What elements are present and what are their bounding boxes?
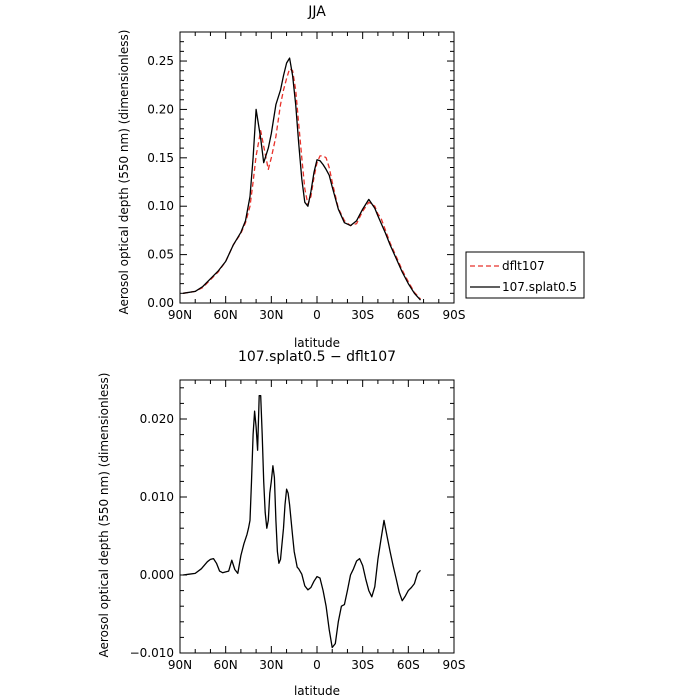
x-tick-label: 0 — [313, 308, 321, 322]
chart-top-panel: 90N 60N 30N 0 30S 60S 90S 0.00 0.05 0.10 0.15 0.20 0… — [147, 31, 466, 322]
legend-box — [465, 251, 585, 299]
y-tick-label: 0.00 — [147, 296, 174, 310]
x-tick-label: 30N — [259, 658, 283, 672]
x-tick-label: 60N — [214, 308, 238, 322]
legend-label: dflt107 — [502, 259, 545, 273]
legend: dflt107 107.splat0.5 — [465, 251, 585, 299]
y-tick-label: 0.000 — [140, 568, 174, 582]
chart-title: JJA — [307, 4, 326, 20]
x-tick-label: 90S — [443, 658, 466, 672]
plot-frame — [179, 31, 455, 304]
x-tick-label: 90S — [443, 308, 466, 322]
y-tick-label: 0.20 — [147, 102, 174, 116]
legend-label: 107.splat0.5 — [502, 280, 577, 294]
y-tick-label: 0.020 — [140, 412, 174, 426]
chart-title: 107.splat0.5 − dflt107 — [238, 349, 396, 365]
y-tick-label: 0.25 — [147, 54, 174, 68]
y-tick-label: 0.010 — [140, 490, 174, 504]
y-tick-label: 0.10 — [147, 199, 174, 213]
x-axis-label: latitude — [294, 336, 340, 350]
x-axis-label: latitude — [294, 684, 340, 698]
x-tick-label: 30S — [351, 308, 374, 322]
series-line — [182, 68, 421, 300]
x-tick-label: 30N — [259, 308, 283, 322]
series-line — [182, 57, 421, 301]
chart-bottom-panel: 90N 60N 30N 0 30S 60S 90S −0.010 0.000 0.010 0.020 — [130, 379, 466, 672]
plot-frame — [179, 379, 455, 654]
x-tick-label: 60S — [397, 308, 420, 322]
x-tick-label: 60S — [397, 658, 420, 672]
x-tick-label: 0 — [313, 658, 321, 672]
y-axis-label: Aerosol optical depth (550 nm) (dimensio… — [117, 30, 131, 315]
y-tick-label: 0.05 — [147, 248, 174, 262]
x-tick-label: 60N — [214, 658, 238, 672]
x-tick-label: 90N — [168, 658, 192, 672]
x-tick-label: 90N — [168, 308, 192, 322]
y-tick-label: 0.15 — [147, 151, 174, 165]
series-line — [182, 394, 421, 649]
y-tick-label: −0.010 — [130, 646, 174, 660]
y-axis-label: Aerosol optical depth (550 nm) (dimensio… — [97, 373, 111, 658]
x-tick-label: 30S — [351, 658, 374, 672]
